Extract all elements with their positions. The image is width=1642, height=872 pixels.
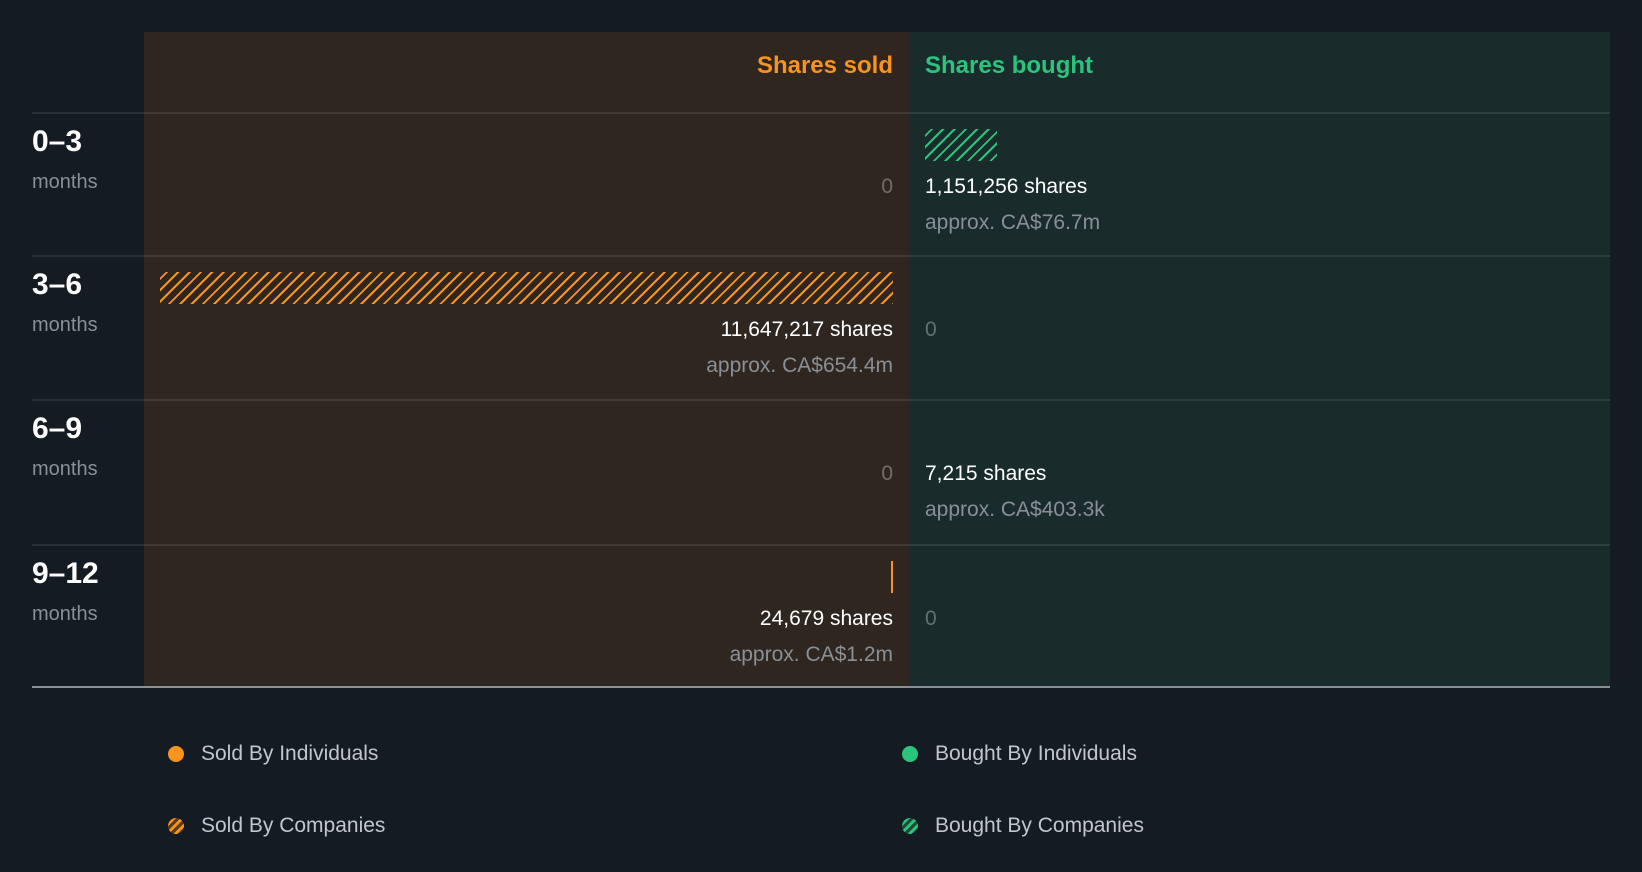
bought-approx-value: approx. CA$76.7m (925, 211, 1101, 234)
sold-cell: 0 (144, 113, 893, 256)
legend-sold-by-individuals[interactable]: Sold By Individuals (168, 742, 378, 766)
hatched-orange-dot-icon (168, 818, 184, 834)
legend-sold-by-companies[interactable]: Sold By Companies (168, 814, 385, 838)
legend-bought-by-individuals[interactable]: Bought By Individuals (902, 742, 1137, 766)
bought-cell: 0 (925, 545, 1595, 688)
sold-zero-value: 0 (881, 462, 893, 485)
solid-orange-dot-icon (168, 746, 184, 762)
divider (32, 399, 1610, 401)
row-6-9-months: 6–9 months 0 7,215 shares approx. CA$403… (0, 400, 1642, 543)
bought-zero-value: 0 (925, 607, 937, 630)
bought-cell: 7,215 shares approx. CA$403.3k (925, 400, 1595, 543)
row-unit: months (32, 458, 98, 480)
sold-cell: 24,679 shares approx. CA$1.2m (144, 545, 893, 688)
sold-by-companies-bar[interactable] (160, 272, 893, 304)
sold-shares: 24,679 shares (759, 607, 893, 630)
sold-approx-value: approx. CA$1.2m (729, 643, 893, 666)
shares-bought-header: Shares bought (925, 52, 1094, 79)
legend-label: Sold By Companies (201, 814, 386, 837)
row-0-3-months: 0–3 months 0 1,151,256 shares approx. CA… (0, 113, 1642, 256)
sold-zero-value: 0 (881, 175, 893, 198)
row-3-6-months: 3–6 months 11,647,217 shares approx. CA$… (0, 256, 1642, 399)
hatched-green-dot-icon (902, 818, 918, 834)
legend-label: Bought By Individuals (935, 742, 1137, 765)
legend-label: Sold By Individuals (201, 742, 379, 765)
row-range: 9–12 (32, 557, 99, 590)
row-unit: months (32, 603, 98, 625)
shares-sold-panel (144, 32, 909, 687)
sold-cell: 0 (144, 400, 893, 543)
bought-cell: 1,151,256 shares approx. CA$76.7m (925, 113, 1595, 256)
shares-sold-header: Shares sold (756, 52, 893, 79)
sold-shares: 11,647,217 shares (720, 318, 893, 341)
divider (32, 544, 1610, 546)
bought-cell: 0 (925, 256, 1595, 399)
row-unit: months (32, 314, 98, 336)
divider (32, 255, 1610, 257)
divider (32, 112, 1610, 114)
sold-by-individuals-bar[interactable] (891, 561, 893, 593)
row-9-12-months: 9–12 months 24,679 shares approx. CA$1.2… (0, 545, 1642, 688)
bought-approx-value: approx. CA$403.3k (925, 498, 1105, 521)
shares-bought-panel (909, 32, 1610, 687)
bought-shares: 1,151,256 shares (925, 175, 1088, 198)
row-range: 6–9 (32, 412, 83, 445)
solid-green-dot-icon (902, 746, 918, 762)
bought-zero-value: 0 (925, 318, 937, 341)
row-range: 3–6 (32, 268, 83, 301)
bought-by-companies-bar[interactable] (925, 129, 997, 161)
row-unit: months (32, 171, 98, 193)
sold-approx-value: approx. CA$654.4m (706, 354, 893, 377)
bought-shares: 7,215 shares (925, 462, 1047, 485)
row-range: 0–3 (32, 125, 83, 158)
legend-bought-by-companies[interactable]: Bought By Companies (902, 814, 1144, 838)
sold-cell: 11,647,217 shares approx. CA$654.4m (144, 256, 893, 399)
chart-baseline (32, 686, 1610, 688)
legend-label: Bought By Companies (935, 814, 1144, 837)
